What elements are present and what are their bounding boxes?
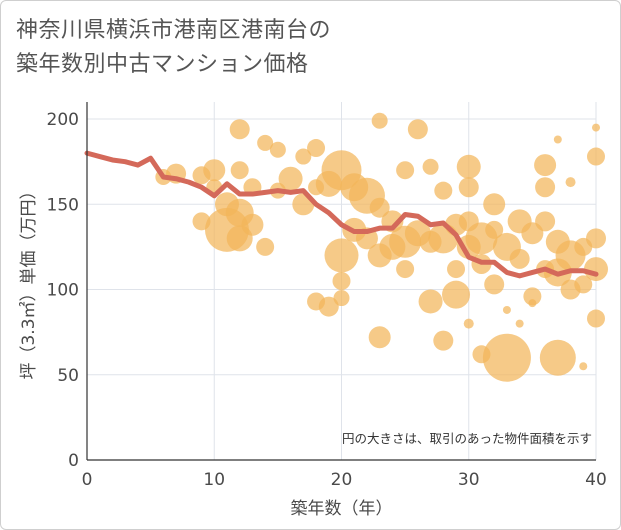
y-tick-label: 50 [57,366,79,386]
bubble-point [502,305,511,314]
bubble-point [369,197,390,218]
bubble-point [509,248,530,269]
bubble-point [523,287,542,306]
bubble-point [257,134,274,151]
chart-title: 神奈川県横浜市港南区港南台の 築年数別中古マンション価格 [16,14,331,82]
x-tick-label: 30 [458,470,480,490]
bubble-point [418,289,443,314]
bubble-point [229,119,250,140]
bubble-point [586,228,606,249]
x-tick-label: 20 [331,470,353,490]
bubble-point [485,220,504,239]
bubble-point [396,161,415,180]
trend-line [84,150,599,279]
y-tick-label: 200 [47,110,79,130]
x-tick-label: 0 [82,470,93,490]
bubble-point [407,119,428,140]
y-axis-label: 坪（3.3㎡）単価（万円） [19,182,39,379]
bubble-point [574,275,593,294]
chart-title-line1: 神奈川県横浜市港南区港南台の [16,18,332,43]
axes: 0 10 20 30 40 0 50 100 150 200 [47,102,607,490]
bubble-point [433,330,454,351]
bubble-point [368,326,391,349]
bubble-point [203,159,226,182]
chart-title-line2: 築年数別中古マンション価格 [16,52,309,77]
bubble-point [483,193,506,216]
bubble-point [230,161,249,180]
bubble-point [256,237,275,256]
bubble-point [333,290,350,307]
bubble-point [484,274,505,295]
bubble-point [553,135,562,144]
bubble-point [278,166,303,191]
bubble-point [535,177,556,198]
bubble-point [396,260,415,279]
x-tick-label: 40 [585,470,607,490]
bubble-point [587,147,605,166]
bubble-point [579,362,588,371]
bubble-size-note: 円の大きさは、取引のあった物件面積を示す [342,431,592,446]
bubble-point [463,318,474,329]
bubble-point [295,148,312,165]
bubble-point [434,181,453,200]
x-tick-label: 10 [203,470,225,490]
bubble-point [324,238,359,273]
bubble-point [528,299,537,308]
x-axis-label: 築年数（年） [291,499,393,519]
bubble-point [307,139,326,158]
bubble-point [241,213,264,236]
bubble-point [458,177,479,198]
bubble-point [269,141,286,158]
bubble-point [422,158,439,175]
bubble-point [371,112,388,129]
bubble-point [587,309,605,328]
y-tick-label: 0 [68,451,79,471]
y-tick-label: 150 [47,195,79,215]
bubble-point [442,280,471,309]
bubble-point [482,333,531,382]
bubble-point [534,154,557,177]
bubble-point [318,296,339,317]
bubble-point [592,123,600,132]
y-tick-label: 100 [47,281,79,301]
bubble-point [456,154,481,179]
bubble-point [332,272,351,290]
bubble-point [515,319,524,328]
bubble-point [565,177,576,188]
bubble-point [539,339,576,376]
bubble-point [447,260,466,279]
bubble-point [584,257,608,282]
bubble-point [535,211,556,232]
